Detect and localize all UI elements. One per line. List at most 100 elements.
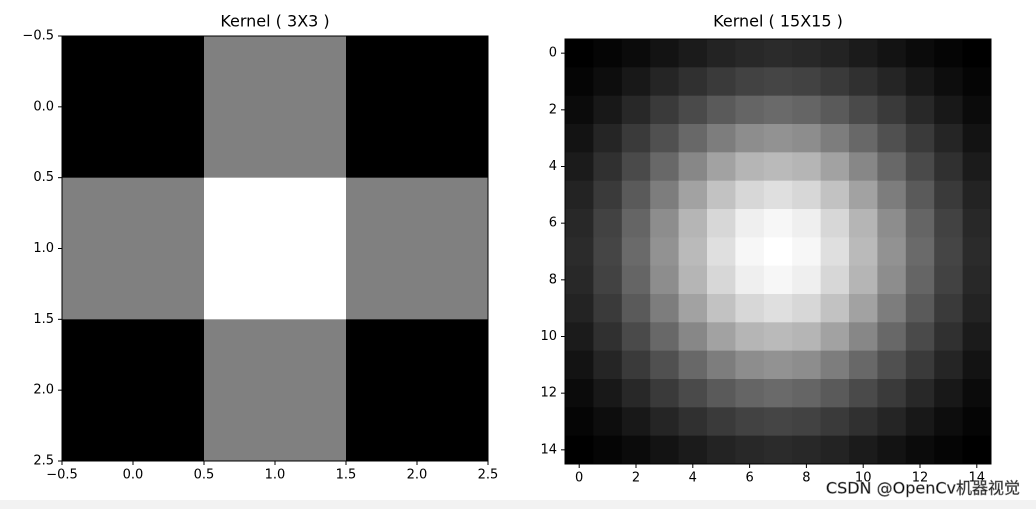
heatmap-cell xyxy=(849,379,878,408)
heatmap-cell xyxy=(877,237,907,267)
heatmap-cell xyxy=(565,95,594,125)
heatmap-cell xyxy=(877,95,907,125)
heatmap-cell xyxy=(593,407,623,437)
heatmap-cell xyxy=(735,265,765,295)
heatmap-cell xyxy=(849,180,878,210)
heatmap-cell xyxy=(820,209,850,238)
heatmap-cell xyxy=(763,350,793,380)
heatmap-cell xyxy=(905,379,935,408)
heatmap-cell xyxy=(962,379,992,408)
heatmap-cell xyxy=(735,39,765,68)
heatmap-cell xyxy=(934,67,964,97)
heatmap-cell xyxy=(621,180,651,210)
heatmap-cell xyxy=(934,209,964,238)
heatmap-cell xyxy=(621,379,651,408)
heatmap-cell xyxy=(849,322,878,352)
heatmap-cell xyxy=(735,152,765,182)
heatmap-cell xyxy=(678,294,708,323)
heatmap-cell xyxy=(565,379,594,408)
heatmap-cell xyxy=(905,322,935,352)
y-tick-label: 4 xyxy=(549,159,557,174)
heatmap-cell xyxy=(905,180,935,210)
heatmap-cell xyxy=(763,407,793,437)
heatmap-cell xyxy=(792,95,822,125)
heatmap-cell xyxy=(593,322,623,352)
heatmap-cell xyxy=(792,67,822,97)
x-tick-label: 1.0 xyxy=(265,468,286,483)
heatmap-cell xyxy=(962,152,992,182)
heatmap-cell xyxy=(877,265,907,295)
x-tick-label: 10 xyxy=(855,471,872,486)
heatmap-cell xyxy=(593,180,623,210)
heatmap-cell xyxy=(593,265,623,295)
x-tick-label: −0.5 xyxy=(46,468,78,483)
y-tick-label: 2 xyxy=(549,102,557,117)
heatmap-cell xyxy=(962,124,992,153)
heatmap-cell xyxy=(905,39,935,68)
heatmap-cell xyxy=(678,209,708,238)
heatmap-cell xyxy=(621,67,651,97)
heatmap-cell xyxy=(905,209,935,238)
heatmap-cell xyxy=(934,124,964,153)
heatmap-cell xyxy=(877,180,907,210)
heatmap-cell xyxy=(707,435,736,465)
heatmap-cell xyxy=(962,39,992,68)
heatmap-cell xyxy=(565,407,594,437)
heatmap-cell xyxy=(934,39,964,68)
heatmap-cell xyxy=(792,407,822,437)
y-tick-label: 0.0 xyxy=(33,99,54,114)
heatmap-cell xyxy=(678,152,708,182)
heatmap-cell xyxy=(905,265,935,295)
heatmap-cell xyxy=(849,95,878,125)
y-tick-label: 2.5 xyxy=(33,454,54,469)
heatmap-cell xyxy=(565,124,594,153)
heatmap-cell xyxy=(962,209,992,238)
heatmap-cell xyxy=(678,265,708,295)
heatmap-cell xyxy=(849,237,878,267)
heatmap-cell xyxy=(735,407,765,437)
heatmap-cell xyxy=(735,435,765,465)
heatmap-cell xyxy=(678,124,708,153)
heatmap-cell xyxy=(735,67,765,97)
heatmap-cell xyxy=(849,124,878,153)
heatmap-cell xyxy=(763,265,793,295)
heatmap-cell xyxy=(763,152,793,182)
heatmap-cell xyxy=(593,67,623,97)
heatmap-cell xyxy=(820,294,850,323)
heatmap-cell xyxy=(763,237,793,267)
heatmap-cell xyxy=(792,209,822,238)
chart-title: Kernel ( 3X3 ) xyxy=(220,12,329,31)
x-tick-label: 14 xyxy=(969,471,986,486)
heatmap-cell xyxy=(905,124,935,153)
heatmap-cell xyxy=(565,322,594,352)
heatmap-cell xyxy=(565,67,594,97)
heatmap-cell xyxy=(678,322,708,352)
heatmap-cell xyxy=(204,36,347,179)
heatmap-cell xyxy=(346,319,489,462)
heatmap-cell xyxy=(593,39,623,68)
heatmap-cell xyxy=(621,95,651,125)
heatmap-cell xyxy=(792,379,822,408)
heatmap-cell xyxy=(678,379,708,408)
heatmap-cell xyxy=(346,36,489,179)
heatmap-cell xyxy=(763,435,793,465)
heatmap-cell xyxy=(820,407,850,437)
heatmap-cell xyxy=(593,237,623,267)
x-tick-label: 6 xyxy=(745,471,753,486)
heatmap-cell xyxy=(707,350,736,380)
heatmap-cell xyxy=(707,407,736,437)
heatmap-cell xyxy=(593,209,623,238)
plot-frame xyxy=(564,38,992,465)
heatmap-cell xyxy=(650,265,680,295)
heatmap-cell xyxy=(678,435,708,465)
heatmap-cell xyxy=(934,237,964,267)
y-tick-label: 14 xyxy=(540,442,557,457)
heatmap-cell xyxy=(877,124,907,153)
heatmap-cell xyxy=(877,209,907,238)
heatmap-cell xyxy=(565,435,594,465)
heatmap-cell xyxy=(905,67,935,97)
heatmap-cell xyxy=(849,407,878,437)
heatmap-cell xyxy=(763,67,793,97)
heatmap-cell xyxy=(905,407,935,437)
